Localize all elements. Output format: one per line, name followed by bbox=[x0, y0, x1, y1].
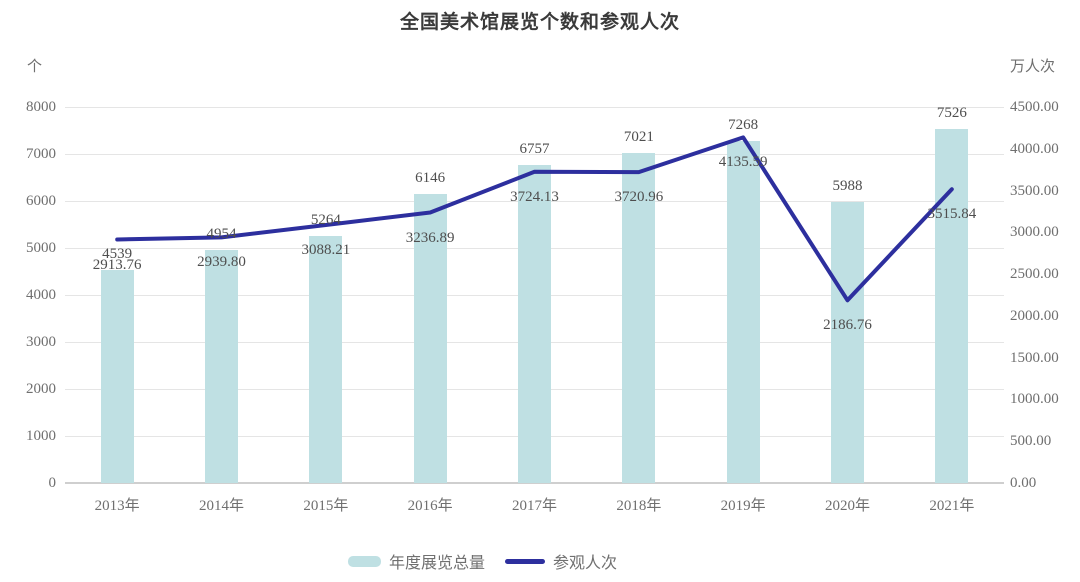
chart-title: 全国美术馆展览个数和参观人次 bbox=[399, 12, 680, 33]
x-axis-label-2013年: 2013年 bbox=[94, 498, 140, 514]
bar-2020年 bbox=[831, 201, 864, 483]
bar-value-label-2014年: 4954 bbox=[206, 226, 237, 243]
legend-item-exhibitions: 年度展览总量 bbox=[348, 549, 485, 573]
left-axis-tick-3000: 3000 bbox=[26, 334, 56, 350]
bar-2019年 bbox=[726, 141, 760, 483]
bar-2015年 bbox=[309, 235, 343, 483]
line-value-label-2014年: 2939.80 bbox=[197, 254, 246, 271]
line-value-label-2015年: 3088.21 bbox=[301, 241, 351, 258]
bar-value-label-2018年: 7021 bbox=[623, 129, 654, 145]
line-series-swatch-icon bbox=[505, 558, 546, 564]
line-value-label-2021年: 3515.84 bbox=[927, 206, 977, 223]
bar-2013年 bbox=[100, 269, 134, 483]
right-axis-tick-1000: 1000.00 bbox=[1010, 391, 1059, 408]
legend-label-visitors: 参观人次 bbox=[553, 555, 618, 572]
line-value-label-2020年: 2186.76 bbox=[823, 317, 872, 334]
line-value-label-2013年: 2913.76 bbox=[92, 256, 142, 273]
right-axis-tick-2000: 2000.00 bbox=[1010, 307, 1059, 324]
bar-value-label-2015年: 5264 bbox=[310, 211, 341, 228]
left-axis-tick-8000: 8000 bbox=[26, 99, 56, 115]
bar-2021年 bbox=[935, 129, 969, 483]
right-axis-tick-4500: 4500.00 bbox=[1010, 99, 1059, 115]
left-axis-tick-0: 0 bbox=[48, 475, 57, 491]
bar-series-swatch-icon bbox=[348, 555, 381, 567]
bar-value-label-2017年: 6757 bbox=[519, 141, 550, 158]
bar-value-label-2021年: 7526 bbox=[936, 105, 967, 122]
legend-label-exhibitions: 年度展览总量 bbox=[389, 555, 486, 572]
x-axis-label-2020年: 2020年 bbox=[824, 498, 870, 514]
bar-value-label-2016年: 6146 bbox=[415, 170, 446, 187]
gridline-y-0 bbox=[65, 482, 1004, 484]
x-axis-label-2019年: 2019年 bbox=[720, 498, 766, 514]
x-axis-label-2015年: 2015年 bbox=[303, 498, 349, 514]
left-axis-tick-2000: 2000 bbox=[26, 381, 56, 397]
right-axis-tick-500: 500.00 bbox=[1010, 433, 1052, 450]
right-axis-tick-3500: 3500.00 bbox=[1010, 182, 1059, 199]
gridline-y-8000 bbox=[65, 107, 1004, 108]
x-axis-label-2014年: 2014年 bbox=[198, 498, 244, 514]
line-value-label-2016年: 3236.89 bbox=[405, 229, 455, 246]
x-axis-label-2018年: 2018年 bbox=[616, 498, 662, 514]
bar-value-label-2019年: 7268 bbox=[728, 117, 759, 134]
right-axis-unit-label: 万人次 bbox=[1010, 59, 1056, 75]
left-axis-tick-5000: 5000 bbox=[26, 240, 56, 256]
left-axis-tick-6000: 6000 bbox=[26, 193, 56, 209]
x-axis-label-2021年: 2021年 bbox=[929, 498, 975, 514]
left-axis-unit-label: 个 bbox=[27, 59, 43, 75]
x-axis-label-2017年: 2017年 bbox=[511, 498, 557, 514]
left-axis-tick-7000: 7000 bbox=[26, 146, 56, 162]
right-axis-tick-1500: 1500.00 bbox=[1010, 349, 1059, 366]
right-axis-tick-2500: 2500.00 bbox=[1010, 266, 1059, 283]
right-axis-tick-3000: 3000.00 bbox=[1010, 224, 1059, 241]
line-value-label-2019年: 4135.59 bbox=[718, 154, 768, 171]
bar-2014年 bbox=[205, 250, 238, 483]
bar-value-label-2020年: 5988 bbox=[832, 177, 863, 194]
left-axis-tick-1000: 1000 bbox=[26, 428, 56, 444]
line-value-label-2017年: 3724.13 bbox=[510, 188, 559, 205]
legend: 年度展览总量 参观人次 bbox=[348, 549, 617, 573]
x-axis-label-2016年: 2016年 bbox=[407, 498, 453, 514]
legend-item-visitors: 参观人次 bbox=[505, 549, 617, 573]
left-axis-tick-4000: 4000 bbox=[26, 287, 56, 303]
bar-2017年 bbox=[518, 165, 551, 483]
right-axis-tick-4000: 4000.00 bbox=[1010, 140, 1059, 157]
bar-value-label-2013年: 4539 bbox=[102, 245, 133, 262]
right-axis-tick-0: 0.00 bbox=[1010, 475, 1037, 491]
line-value-label-2018年: 3720.96 bbox=[614, 189, 664, 206]
